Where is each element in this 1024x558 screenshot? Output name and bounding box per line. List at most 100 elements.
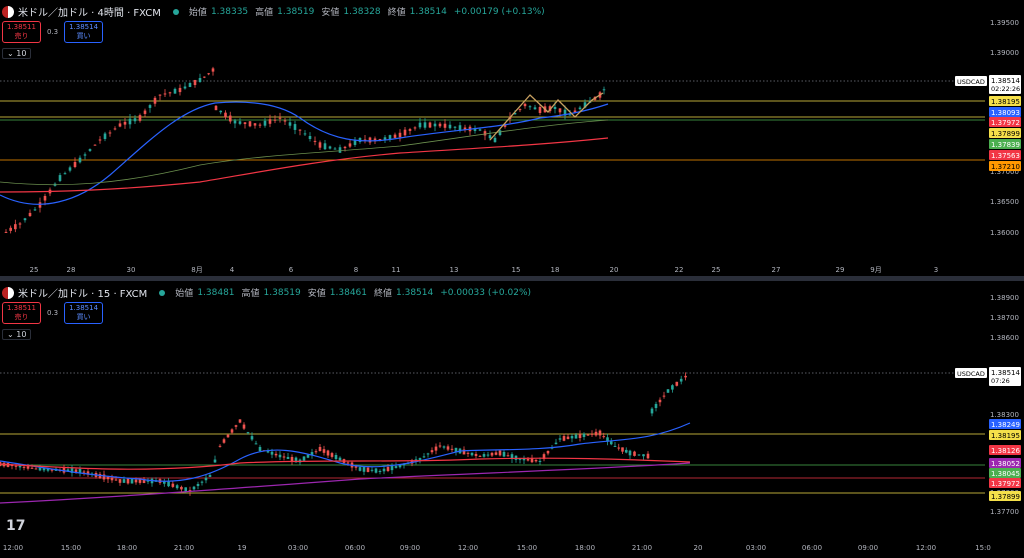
candle[interactable] [123,121,127,125]
candle[interactable] [390,465,394,471]
candle[interactable] [228,115,232,122]
candle[interactable] [306,454,310,458]
candle[interactable] [679,378,683,382]
candle[interactable] [426,453,430,455]
candle[interactable] [590,433,594,435]
candle[interactable] [82,471,86,473]
candle[interactable] [278,117,282,119]
candle[interactable] [483,131,487,136]
candle[interactable] [207,73,210,75]
candle[interactable] [454,447,458,453]
candle[interactable] [258,124,262,126]
candle[interactable] [130,478,134,484]
candle[interactable] [78,468,82,474]
candle[interactable] [358,467,362,471]
candle[interactable] [34,468,38,470]
candle[interactable] [473,128,477,131]
candle[interactable] [378,470,382,472]
candle[interactable] [354,466,358,468]
candle[interactable] [108,132,112,134]
candle[interactable] [546,450,550,454]
candle[interactable] [624,449,628,453]
candle[interactable] [413,127,417,129]
candle[interactable] [573,110,577,113]
candle[interactable] [196,483,200,487]
tradingview-logo-icon[interactable]: 17 [6,518,26,534]
candle[interactable] [22,466,26,468]
candle[interactable] [318,142,322,148]
candle[interactable] [528,106,532,108]
sell-button[interactable]: 1.38511 売り [2,21,41,43]
candle[interactable] [200,481,204,483]
candle[interactable] [602,89,606,91]
candle[interactable] [270,451,274,455]
candle[interactable] [167,481,170,487]
candle[interactable] [180,486,183,490]
candle[interactable] [138,115,142,121]
candle[interactable] [42,468,46,471]
candle[interactable] [533,107,537,110]
candle[interactable] [86,471,90,475]
candle[interactable] [224,112,227,118]
candle[interactable] [684,375,687,378]
candle[interactable] [288,122,292,126]
symbol-title[interactable]: 米ドル／加ドル · 15 · FXCM [18,289,148,300]
candle[interactable] [422,456,426,458]
candle[interactable] [242,424,246,429]
candle[interactable] [363,139,367,141]
candle[interactable] [226,434,230,438]
candle[interactable] [382,468,386,472]
candle[interactable] [293,124,297,130]
candle[interactable] [490,452,494,456]
candle[interactable] [408,129,412,131]
candle[interactable] [658,399,662,403]
candle[interactable] [403,129,407,136]
candle[interactable] [366,467,370,472]
candle[interactable] [662,395,666,397]
candle[interactable] [338,147,342,153]
candle[interactable] [38,202,42,208]
candle[interactable] [326,450,330,456]
candle[interactable] [617,447,621,449]
candle[interactable] [222,439,226,443]
candle[interactable] [114,479,118,481]
candle[interactable] [322,449,326,453]
candle[interactable] [402,464,406,466]
candle[interactable] [314,451,318,453]
candle[interactable] [310,452,314,456]
candle[interactable] [10,465,14,467]
candle[interactable] [138,479,142,483]
candle[interactable] [574,434,578,439]
candle[interactable] [33,209,37,211]
candle[interactable] [450,448,454,450]
candle[interactable] [418,122,422,128]
candle[interactable] [637,454,641,456]
candle[interactable] [443,123,447,128]
candle[interactable] [63,173,67,175]
candle[interactable] [26,466,30,469]
candle[interactable] [510,454,514,460]
candle[interactable] [333,148,337,150]
candle[interactable] [318,446,322,452]
candle[interactable] [458,125,462,131]
candle[interactable] [675,381,679,386]
candle[interactable] [362,467,366,472]
candle[interactable] [118,123,122,127]
candle[interactable] [162,481,166,484]
candle[interactable] [558,438,562,440]
candle[interactable] [193,79,197,86]
candle[interactable] [238,419,242,423]
candle[interactable] [50,468,54,471]
indicator-toggle[interactable]: ⌄ 10 [2,329,32,340]
candle[interactable] [368,137,372,143]
candle[interactable] [494,452,498,455]
candle[interactable] [278,454,282,458]
candle[interactable] [486,454,490,456]
candle[interactable] [598,430,602,436]
candle[interactable] [434,446,438,451]
candle[interactable] [488,135,492,139]
candle[interactable] [128,118,132,125]
candle[interactable] [370,469,374,471]
candle[interactable] [234,425,238,427]
candle[interactable] [383,137,387,141]
